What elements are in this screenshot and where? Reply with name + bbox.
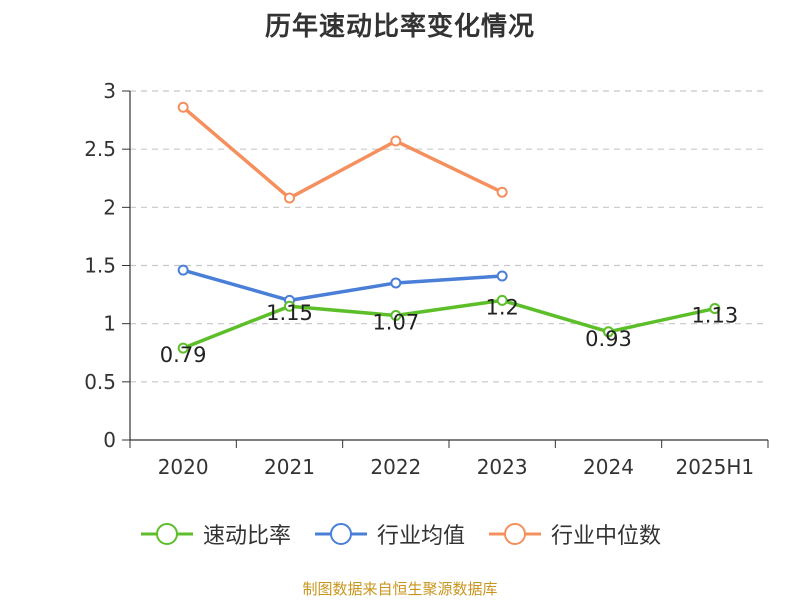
data-point <box>496 270 508 282</box>
data-point <box>177 342 189 354</box>
x-tick-label: 2020 <box>158 455 209 479</box>
legend-item[interactable]: 行业中位数 <box>487 518 661 550</box>
data-label: 0.79 <box>160 343 207 367</box>
y-tick-label: 2 <box>103 195 116 219</box>
legend-label: 速动比率 <box>202 524 291 549</box>
source-note: 制图数据来自恒生聚源数据库 <box>302 580 498 598</box>
data-point <box>496 294 508 306</box>
y-tick-label: 3 <box>103 79 116 103</box>
x-tick-label: 2024 <box>583 455 634 479</box>
legend-swatch-marker <box>155 523 178 545</box>
legend-swatch-icon <box>314 523 367 545</box>
data-label: 1.15 <box>266 301 313 325</box>
data-point <box>284 192 295 204</box>
y-tick-label: 1.5 <box>84 254 116 278</box>
y-tick-label: 2.5 <box>84 137 116 161</box>
legend-swatch-marker <box>329 523 352 545</box>
grid-layer <box>130 90 768 383</box>
data-point <box>390 135 402 147</box>
series-line <box>181 268 504 303</box>
x-tick-label: 2021 <box>264 455 315 479</box>
data-point <box>284 300 295 312</box>
data-point <box>177 101 189 113</box>
x-tick-label: 2022 <box>370 455 421 479</box>
y-tick-label: 0 <box>103 428 116 452</box>
legend-label: 行业均值 <box>376 524 465 549</box>
series-line <box>181 105 504 200</box>
data-point <box>177 264 189 276</box>
legend-swatch-icon <box>489 523 541 545</box>
legend-swatch-marker <box>504 523 526 545</box>
legend-label: 行业中位数 <box>551 524 662 549</box>
data-point <box>709 303 721 315</box>
y-tick-label: 0.5 <box>84 370 116 394</box>
y-tick-label: 1 <box>103 312 116 336</box>
axis-layer: 0 0.5 1 1.5 2 2.5 3 2020 2021 2022 2023 2024 2025H1 <box>84 79 769 479</box>
x-tick-label: 2023 <box>477 455 528 479</box>
legend-swatch-icon <box>140 523 193 545</box>
legend-item[interactable]: 速动比率 <box>139 518 291 550</box>
data-point <box>496 186 508 198</box>
x-tick-label: 2025H1 <box>675 455 754 479</box>
label-layer: 0.79 1.15 1.07 1.2 0.93 1.13 <box>160 295 738 367</box>
series-layer <box>177 101 721 354</box>
data-label: 1.2 <box>485 295 518 319</box>
chart-legend: 速动比率 行业均值 行业中位数 <box>0 518 800 550</box>
data-label: 0.93 <box>585 327 632 351</box>
data-point <box>603 326 614 338</box>
legend-item[interactable]: 行业均值 <box>313 518 465 550</box>
series-line <box>181 298 717 350</box>
data-point <box>390 310 402 322</box>
data-label: 1.07 <box>372 311 419 335</box>
chart-title: 历年速动比率变化情况 <box>264 12 535 42</box>
data-label: 1.13 <box>691 304 738 328</box>
data-point <box>390 277 402 289</box>
